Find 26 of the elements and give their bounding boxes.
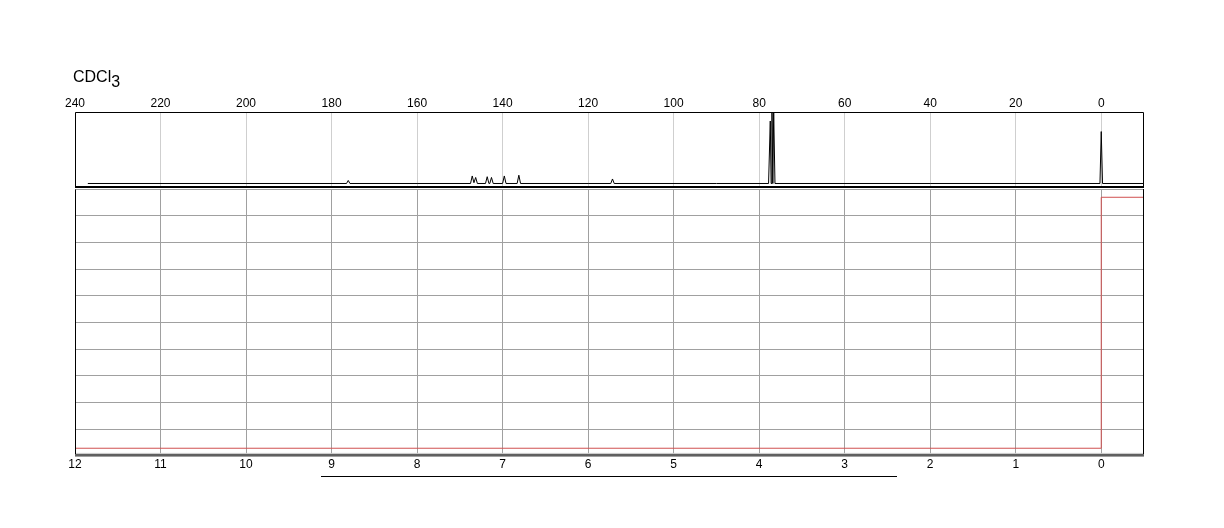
x-tick-label: 200	[236, 96, 257, 111]
x-tick-label: 80	[752, 96, 767, 111]
x-tick-label: 100	[663, 96, 684, 111]
x-tick-label: 140	[492, 96, 513, 111]
x-tick-label: 2	[926, 456, 934, 471]
x-tick-label: 1	[1012, 456, 1020, 471]
x-tick-label: 0	[1097, 456, 1105, 471]
x-tick-label: 220	[150, 96, 171, 111]
x-tick-label: 7	[499, 456, 507, 471]
x-tick-label: 180	[321, 96, 342, 111]
x-tick-label: 240	[64, 96, 86, 111]
x-tick-label: 0	[1097, 96, 1105, 111]
x-tick-label: 40	[923, 96, 938, 111]
x-tick-label: 3	[841, 456, 849, 471]
x-tick-label: 8	[413, 456, 421, 471]
x-tick-label: 120	[578, 96, 599, 111]
x-tick-label: 4	[755, 456, 763, 471]
x-tick-label: 20	[1009, 96, 1023, 111]
x-tick-label: 9	[328, 456, 336, 471]
x-tick-label: 6	[584, 456, 592, 471]
x-tick-label: 11	[154, 456, 168, 471]
x-tick-label: 60	[838, 96, 852, 111]
x-tick-label: 10	[239, 456, 254, 471]
x-tick-label: 5	[670, 456, 678, 471]
x-tick-label: 12	[68, 456, 82, 471]
x-tick-label: 160	[407, 96, 428, 111]
